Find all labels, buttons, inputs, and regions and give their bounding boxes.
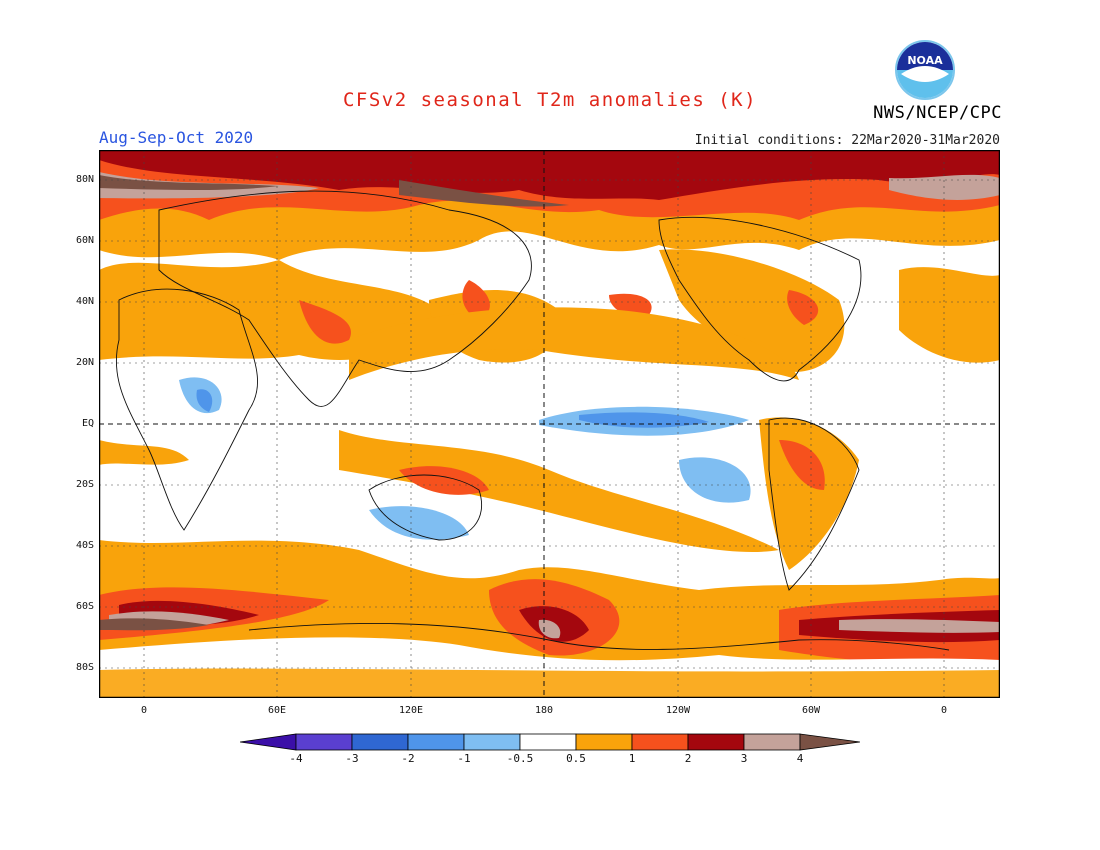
colorbar-bin-neg1-neg2 bbox=[407, 733, 465, 751]
lat-label-eq: EQ bbox=[81, 418, 94, 429]
colorbar-lower-arrow bbox=[240, 733, 297, 751]
lat-label-80n: 80N bbox=[75, 174, 94, 185]
north-america-outline bbox=[658, 216, 862, 382]
colorbar-label-neg2: -2 bbox=[401, 752, 415, 765]
colorbar-upper-arrow bbox=[799, 733, 860, 751]
lon-label-180: 180 bbox=[534, 705, 554, 716]
lat-label-20n: 20N bbox=[75, 357, 94, 368]
noaa-logo-text: NOAA bbox=[907, 54, 943, 67]
colorbar-bin-neutral bbox=[519, 733, 577, 751]
colorbar-bin-1-2 bbox=[631, 733, 689, 751]
antarctica-outline bbox=[248, 623, 950, 651]
lat-label-40s: 40S bbox=[75, 540, 94, 551]
colorbar-label-neg4: -4 bbox=[289, 752, 303, 765]
colorbar-bin-05-1 bbox=[575, 733, 633, 751]
equator-dateline bbox=[99, 150, 1000, 698]
anomaly-map bbox=[99, 150, 1000, 698]
initial-conditions-label: Initial conditions: 22Mar2020-31Mar2020 bbox=[694, 133, 1000, 148]
colorbar-label-4: 4 bbox=[796, 752, 804, 765]
lat-label-20s: 20S bbox=[75, 479, 94, 490]
colorbar bbox=[240, 733, 860, 751]
lon-label-120w: 120W bbox=[665, 705, 691, 716]
colorbar-bin-3-4 bbox=[743, 733, 801, 751]
europe-asia-outline bbox=[158, 190, 532, 407]
lat-label-60n: 60N bbox=[75, 235, 94, 246]
colorbar-label-3: 3 bbox=[740, 752, 748, 765]
lon-label-60w: 60W bbox=[801, 705, 821, 716]
lon-label-0-left: 0 bbox=[140, 705, 148, 716]
colorbar-label-neg1: -1 bbox=[457, 752, 471, 765]
lat-label-60s: 60S bbox=[75, 601, 94, 612]
colorbar-label-05: 0.5 bbox=[566, 752, 586, 765]
colorbar-label-neg3: -3 bbox=[345, 752, 359, 765]
season-label: Aug-Sep-Oct 2020 bbox=[99, 128, 254, 147]
colorbar-bin-neg05-neg1 bbox=[463, 733, 521, 751]
agency-label: NWS/NCEP/CPC bbox=[873, 103, 1002, 123]
lat-label-40n: 40N bbox=[75, 296, 94, 307]
lon-label-0-right: 0 bbox=[940, 705, 948, 716]
colorbar-label-neg05: -0.5 bbox=[506, 752, 534, 765]
lat-label-80s: 80S bbox=[75, 662, 94, 673]
noaa-logo: NOAA bbox=[895, 40, 955, 100]
colorbar-label-2: 2 bbox=[684, 752, 692, 765]
colorbar-bin-neg3-neg4 bbox=[295, 733, 353, 751]
gridlines bbox=[99, 150, 1000, 698]
colorbar-bin-neg2-neg3 bbox=[351, 733, 409, 751]
map-title: CFSv2 seasonal T2m anomalies (K) bbox=[342, 89, 758, 111]
south-america-outline bbox=[768, 417, 860, 591]
colorbar-bin-2-3 bbox=[687, 733, 745, 751]
africa-outline bbox=[115, 288, 258, 531]
australia-outline bbox=[368, 474, 483, 541]
lon-label-60e: 60E bbox=[267, 705, 287, 716]
colorbar-label-1: 1 bbox=[628, 752, 636, 765]
lon-label-120e: 120E bbox=[398, 705, 424, 716]
